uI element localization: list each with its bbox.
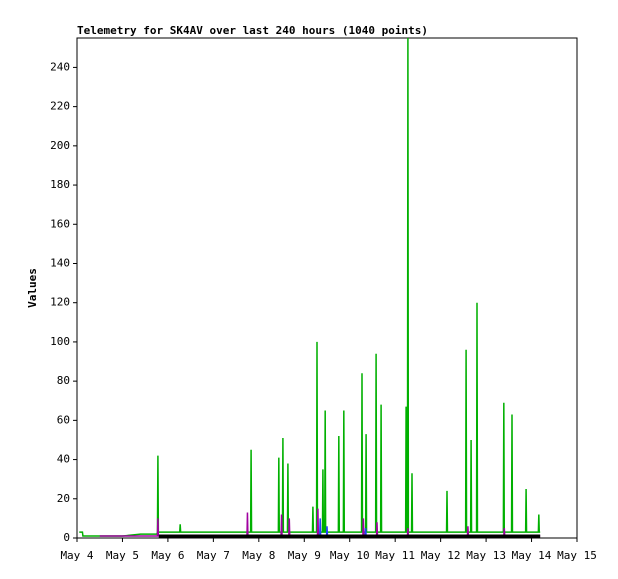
y-tick-label: 140 (50, 256, 70, 269)
x-tick-label: May 15 (557, 549, 597, 562)
x-tick-label: May 13 (466, 549, 506, 562)
y-tick-label: 160 (50, 217, 70, 230)
y-tick-label: 0 (63, 531, 70, 544)
plot-frame (76, 37, 578, 539)
y-tick-label: 220 (50, 100, 70, 113)
x-tick-label: May 11 (375, 549, 415, 562)
y-tick-label: 20 (57, 492, 70, 505)
y-tick-label: 120 (50, 296, 70, 309)
y-axis-label: Values (26, 268, 39, 308)
x-tick-label: May 12 (421, 549, 461, 562)
x-tick-label: May 6 (151, 549, 184, 562)
y-tick-label: 180 (50, 178, 70, 191)
y-tick-label: 240 (50, 60, 70, 73)
series-line (304, 518, 396, 537)
x-tick-label: May 5 (106, 549, 139, 562)
x-tick-label: May 7 (197, 549, 230, 562)
y-tick-label: 80 (57, 374, 70, 387)
x-tick-label: May 8 (242, 549, 275, 562)
x-tick-label: May 9 (288, 549, 321, 562)
x-tick-label: May 4 (60, 549, 93, 562)
y-tick-label: 40 (57, 453, 70, 466)
y-tick-label: 60 (57, 413, 70, 426)
y-tick-label: 200 (50, 139, 70, 152)
series-line (79, 37, 541, 537)
y-tick-label: 100 (50, 335, 70, 348)
x-tick-label: May 10 (330, 549, 370, 562)
x-tick-label: May 14 (512, 549, 552, 562)
chart-title: Telemetry for SK4AV over last 240 hours … (77, 24, 428, 37)
